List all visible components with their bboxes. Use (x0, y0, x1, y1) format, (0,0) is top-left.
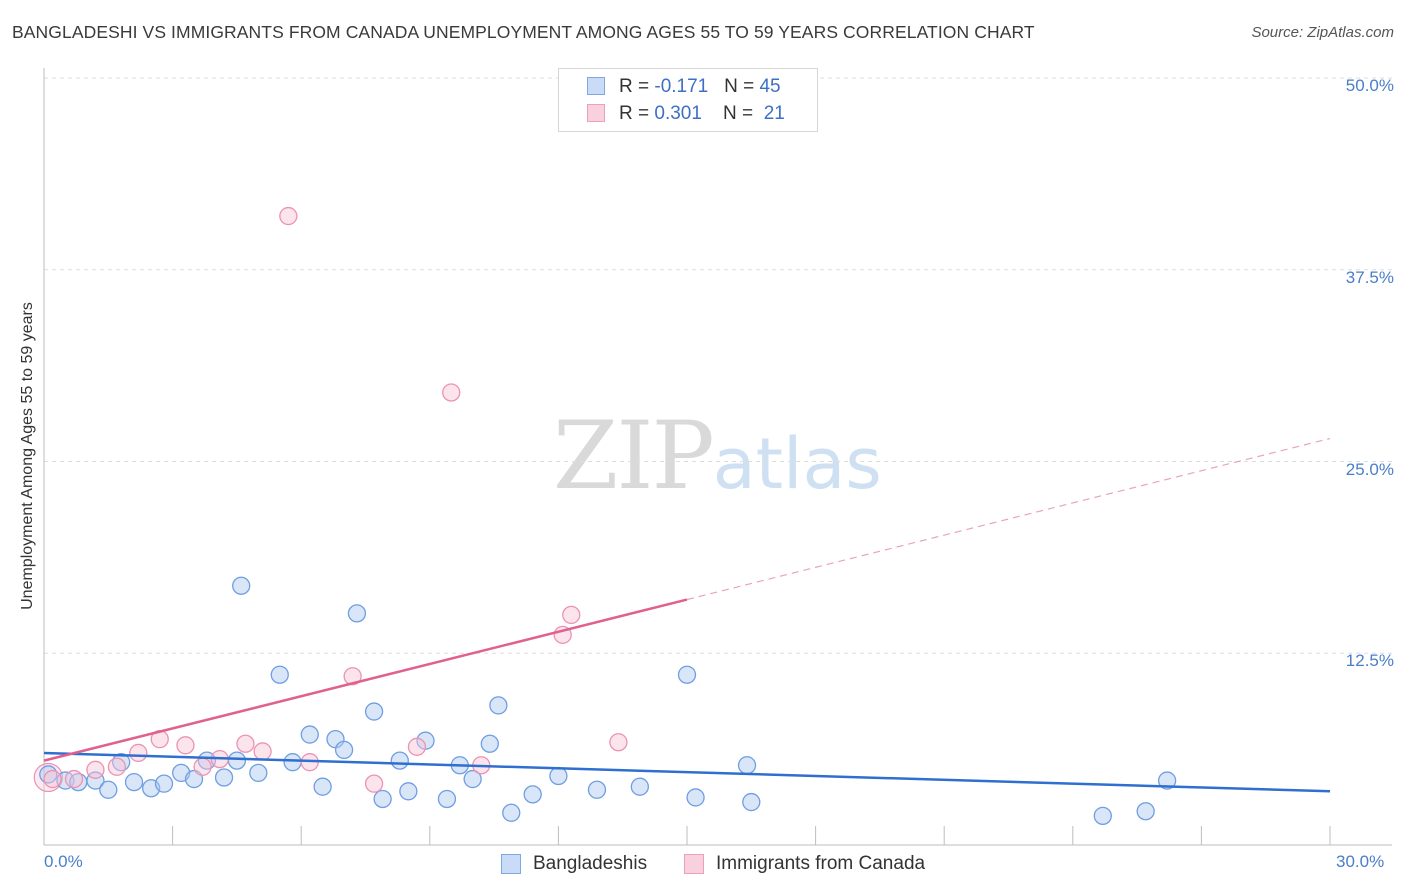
point-bangladeshis (232, 576, 251, 595)
bottom-legend-label: Immigrants from Canada (716, 853, 926, 874)
source-credit: Source: ZipAtlas.com (1251, 24, 1394, 41)
point-immigrants-canada (279, 206, 298, 226)
point-bangladeshis (686, 788, 705, 807)
point-bangladeshis (86, 771, 105, 790)
trend-line-immigrants-canada-extension (686, 437, 1331, 601)
point-bangladeshis (437, 789, 457, 809)
point-bangladeshis (390, 751, 409, 770)
point-immigrants-canada (364, 774, 384, 793)
point-immigrants-canada (43, 769, 62, 789)
point-immigrants-canada (236, 734, 255, 753)
point-immigrants-canada (129, 743, 148, 763)
point-bangladeshis (373, 789, 392, 809)
point-bangladeshis (742, 792, 761, 812)
point-bangladeshis (214, 768, 234, 787)
point-bangladeshis (300, 725, 319, 744)
x-tick-label-max: 30.0% (1336, 852, 1385, 871)
grid-lines (44, 77, 1392, 654)
legend-n-label: N = (724, 76, 760, 97)
point-bangladeshis (99, 780, 118, 799)
point-bangladeshis (489, 696, 508, 715)
point-bangladeshis (1136, 802, 1155, 821)
data-points (33, 206, 1177, 826)
legend-r-label: R = (619, 103, 655, 124)
point-immigrants-canada (64, 769, 84, 789)
y-tick-label: 37.5% (1345, 267, 1394, 287)
point-bangladeshis (124, 772, 144, 792)
point-bangladeshis (154, 774, 174, 793)
point-bangladeshis (502, 803, 521, 822)
watermark-zip: ZIP (553, 402, 715, 511)
point-immigrants-canada (407, 737, 427, 756)
trend-line-immigrants-canada (43, 598, 688, 762)
point-immigrants-canada (609, 733, 628, 752)
point-bangladeshis (737, 756, 757, 775)
point-immigrants-canada (107, 757, 127, 776)
bottom-legend-swatch-blue (501, 854, 521, 874)
point-bangladeshis (283, 753, 302, 772)
y-tick-label: 12.5% (1345, 651, 1394, 671)
legend-n-value: 21 (763, 103, 785, 124)
point-immigrants-canada (86, 760, 105, 779)
legend-n-value: 45 (759, 76, 781, 97)
point-immigrants-canada (442, 383, 461, 402)
point-bangladeshis (399, 782, 418, 801)
point-bangladeshis (463, 769, 482, 789)
point-immigrants-canada (562, 605, 581, 625)
point-bangladeshis (270, 665, 289, 684)
legend-r-value: -0.171 (654, 76, 709, 97)
point-bangladeshis (1093, 806, 1112, 826)
legend-r-label: R = (619, 76, 655, 97)
point-bangladeshis (1157, 771, 1177, 790)
point-immigrants-canada (176, 736, 195, 755)
legend-swatch-blue (587, 77, 605, 95)
watermark-atlas: atlas (712, 423, 882, 505)
legend: R = -0.171 N = 45 R = 0.301 N = 21 (558, 68, 818, 132)
point-bangladeshis (227, 751, 247, 770)
point-immigrants-canada (193, 757, 212, 776)
legend-r-value: 0.301 (654, 103, 702, 124)
legend-swatch-pink (587, 104, 605, 122)
point-bangladeshis (549, 766, 568, 786)
legend-n-label: N = (723, 103, 759, 124)
point-bangladeshis (630, 777, 649, 796)
point-bangladeshis (480, 734, 499, 753)
y-tick-label: 25.0% (1345, 459, 1394, 479)
bottom-legend-label: Bangladeshis (533, 853, 648, 874)
point-bangladeshis (249, 763, 268, 783)
bottom-legend-swatch-pink (684, 854, 704, 874)
y-tick-label: 50.0% (1345, 76, 1394, 95)
point-bangladeshis (313, 777, 332, 796)
chart-title: BANGLADESHI VS IMMIGRANTS FROM CANADA UN… (12, 22, 1035, 42)
point-immigrants-canada (253, 742, 272, 761)
point-bangladeshis (523, 785, 542, 804)
axes (43, 68, 1392, 846)
point-bangladeshis (587, 780, 607, 799)
legend-text: R = 0.301 N = 21 (619, 103, 785, 125)
watermark: ZIPatlas (553, 402, 882, 511)
x-tick-label-min: 0.0% (44, 852, 83, 871)
trend-lines (43, 437, 1331, 793)
point-bangladeshis (347, 604, 367, 623)
legend-text: R = -0.171 N = 45 (619, 76, 781, 98)
point-bangladeshis (334, 740, 354, 760)
trend-line-bangladeshis (43, 751, 1331, 793)
point-bangladeshis (364, 702, 384, 721)
point-bangladeshis (677, 665, 697, 684)
point-immigrants-canada (343, 667, 362, 686)
